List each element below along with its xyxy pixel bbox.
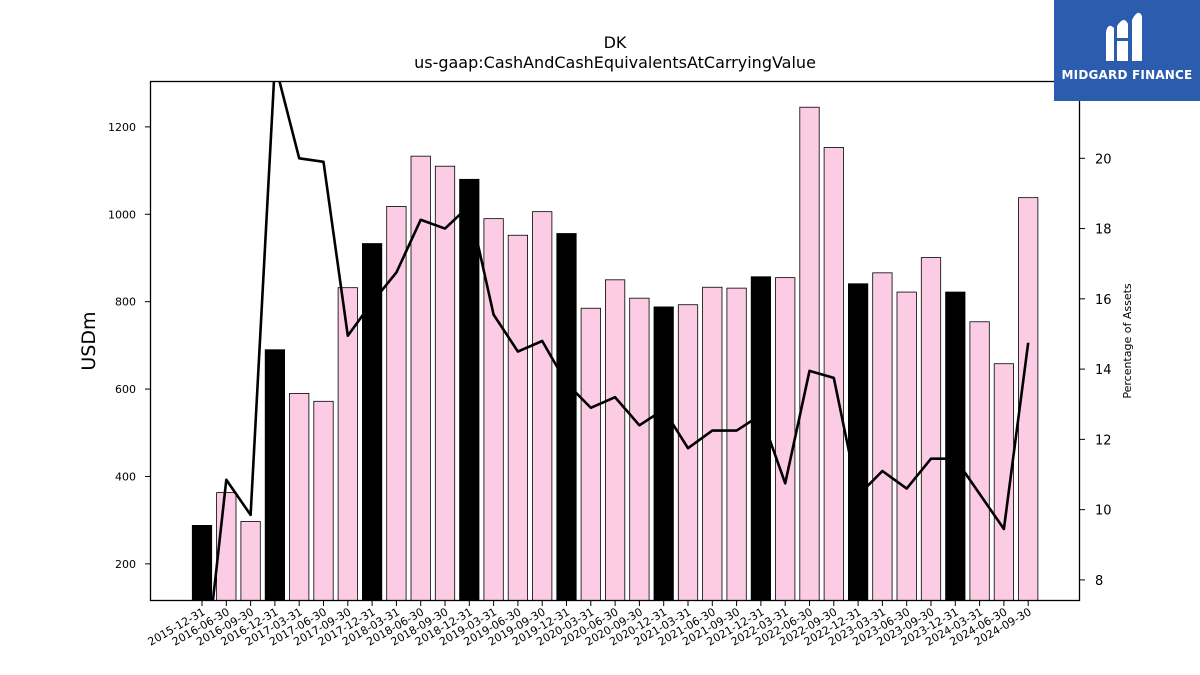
midgard-logo-icon	[1106, 12, 1142, 61]
bar-2017-03-31	[289, 393, 310, 601]
right-axis-ticks: 8 10 12 14 16 18 20	[1080, 152, 1112, 589]
x-axis-ticks: 2015-12-312016-06-302016-09-302016-12-31…	[146, 601, 1034, 649]
plot-frame	[149, 80, 1081, 602]
left-axis-ticks: 200 400 600 800 1000 1200	[108, 121, 150, 571]
bar-2021-09-30	[726, 287, 747, 601]
y-tick-label: 1200	[108, 121, 136, 134]
bar-2016-12-31	[264, 349, 286, 601]
y-tick-label: 400	[115, 470, 136, 483]
y2-tick-label: 16	[1095, 293, 1112, 308]
bar-2016-09-30	[240, 521, 261, 601]
bar-2018-12-31	[459, 178, 480, 601]
chart-subtitle: us-gaap:CashAndCashEquivalentsAtCarrying…	[414, 53, 816, 72]
midgard-finance-logo: MIDGARD FINANCE	[1054, 0, 1200, 101]
bar-2023-03-31	[872, 272, 893, 601]
bar-2020-06-30	[605, 279, 626, 601]
y2-tick-label: 10	[1095, 504, 1112, 519]
bar-2022-12-31	[848, 283, 869, 601]
bar-2019-06-30	[507, 234, 529, 601]
bar-2017-09-30	[337, 287, 358, 601]
y2-tick-label: 18	[1095, 223, 1112, 238]
logo-text: MIDGARD FINANCE	[1061, 68, 1193, 82]
bar-2022-09-30	[823, 147, 844, 601]
bar-2018-09-30	[434, 165, 456, 601]
bar-2020-09-30	[629, 297, 650, 601]
bar-2021-12-31	[750, 276, 772, 601]
y-tick-label: 600	[115, 383, 136, 396]
percentage-line	[211, 81, 1030, 601]
bar-2024-03-31	[969, 321, 990, 601]
bar-2023-09-30	[920, 257, 942, 601]
y-tick-label: 200	[115, 558, 136, 571]
chart-title: DK	[603, 33, 627, 52]
bar-2017-06-30	[313, 400, 334, 601]
y2-tick-label: 12	[1095, 433, 1112, 448]
bars-layer	[191, 106, 1039, 601]
bar-2022-06-30	[799, 106, 820, 601]
bar-2020-03-31	[580, 307, 601, 601]
y-tick-label: 1000	[108, 208, 136, 221]
percentage-line-layer	[211, 81, 1030, 601]
bar-2021-03-31	[677, 304, 699, 601]
bar-2024-06-30	[993, 363, 1015, 601]
bar-2017-12-31	[361, 243, 383, 601]
y2-axis-label: Percentage of Assets	[1121, 283, 1134, 399]
bar-2018-06-30	[410, 155, 431, 601]
bar-2018-03-31	[386, 206, 407, 601]
y2-tick-label: 20	[1095, 152, 1112, 167]
bar-2022-03-31	[775, 277, 796, 601]
bar-2021-06-30	[702, 286, 723, 601]
y-axis-label: USDm	[78, 311, 100, 370]
y-tick-label: 800	[115, 296, 136, 309]
bar-2019-12-31	[556, 233, 577, 601]
bar-2015-12-31	[191, 525, 213, 601]
bar-2020-12-31	[653, 306, 674, 601]
bar-2023-06-30	[896, 291, 917, 601]
bar-2019-09-30	[532, 211, 553, 601]
bar-2019-03-31	[483, 218, 504, 601]
y2-tick-label: 8	[1095, 574, 1103, 589]
bar-2023-12-31	[945, 291, 966, 601]
y2-tick-label: 14	[1095, 363, 1112, 378]
